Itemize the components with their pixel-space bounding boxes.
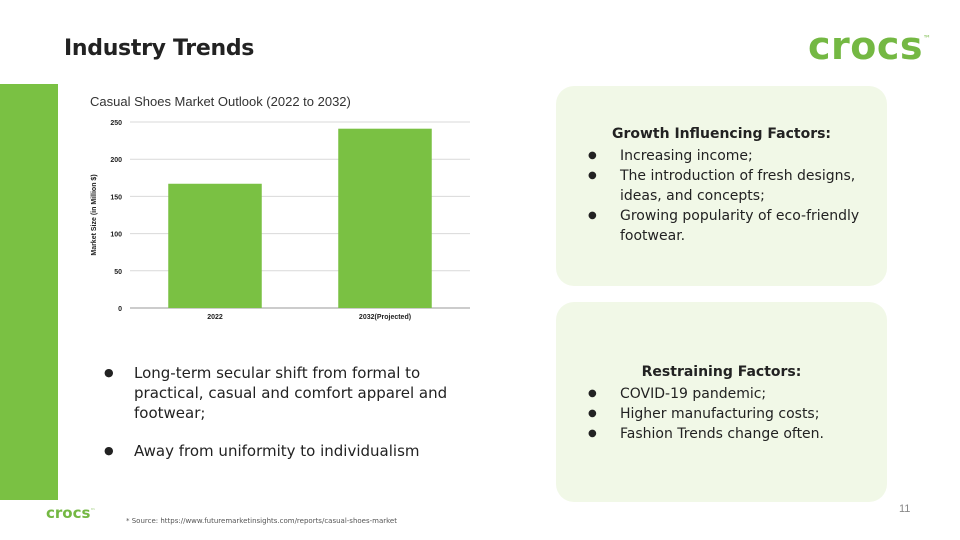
slide-title: Industry Trends [64,36,255,61]
y-tick-label: 0 [118,306,122,313]
bullet-icon: ● [588,210,597,221]
bullet-icon: ● [588,428,597,439]
list-item: ● Higher manufacturing costs; [588,404,869,424]
bullet-icon: ● [588,408,597,419]
crocs-footer-logo: crocs™ [46,504,95,522]
list-item-text: Growing popularity of eco-friendly footw… [620,208,860,244]
bar [168,183,262,308]
bullet-icon: ● [104,366,114,379]
bar [338,128,432,308]
growth-factors-heading: Growth Influencing Factors: [611,126,832,142]
y-tick-label: 200 [110,157,122,164]
list-item-text: COVID-19 pandemic; [620,386,767,402]
crocs-logo-text: crocs [808,24,924,68]
trend-bullet: ● Away from uniformity to individualism [104,441,484,461]
x-tick-label: 2022 [207,314,223,321]
y-axis-label: Market Size (in Million $) [91,174,98,255]
list-item: ● The introduction of fresh designs, idea… [588,166,869,206]
page-number: 11 [899,503,911,515]
market-chart: Casual Shoes Market Outlook (2022 to 203… [82,90,482,330]
y-tick-label: 250 [110,120,122,127]
list-item: ● Fashion Trends change often. [588,424,869,444]
bullet-icon: ● [588,170,597,181]
y-tick-label: 50 [114,269,122,276]
chart-title: Casual Shoes Market Outlook (2022 to 203… [90,94,351,109]
y-tick-label: 150 [110,194,122,201]
growth-factors-card: Growth Influencing Factors: ● Increasing … [556,86,887,286]
bullet-icon: ● [588,388,597,399]
trend-bullet-text: Away from uniformity to individualism [134,442,420,460]
bullet-icon: ● [104,444,114,457]
restraining-factors-heading: Restraining Factors: [641,364,802,380]
list-item-text: Higher manufacturing costs; [620,406,820,422]
restraining-factors-card: Restraining Factors: ● COVID-19 pandemic;… [556,302,887,502]
bullet-icon: ● [588,150,597,161]
crocs-logo: crocs™ [808,24,932,68]
restraining-factors-list: ● COVID-19 pandemic; ● Higher manufacturin… [556,384,887,444]
trademark-symbol: ™ [923,34,932,43]
trend-bullets: ● Long-term secular shift from formal to … [104,363,484,461]
list-item-text: Fashion Trends change often. [620,426,824,442]
trend-bullet-text: Long-term secular shift from formal to p… [134,364,448,422]
y-tick-label: 100 [110,232,122,239]
list-item-text: Increasing income; [620,148,753,164]
list-item: ● Growing popularity of eco-friendly foot… [588,206,869,246]
growth-factors-list: ● Increasing income; ● The introduction of… [556,146,887,246]
accent-bar [0,84,58,500]
chart-canvas: 0 50 100 150 200 250 Market Size (in Million $… [91,120,470,321]
list-item-text: The introduction of fresh designs, ideas… [620,168,856,204]
source-citation: * Source: https://www.futuremarketinsigh… [126,517,397,525]
list-item: ● COVID-19 pandemic; [588,384,869,404]
trend-bullet: ● Long-term secular shift from formal to … [104,363,484,423]
crocs-footer-logo-text: crocs [46,504,91,522]
trademark-symbol: ™ [90,508,96,514]
list-item: ● Increasing income; [588,146,869,166]
x-tick-label: 2032(Projected) [359,314,411,321]
